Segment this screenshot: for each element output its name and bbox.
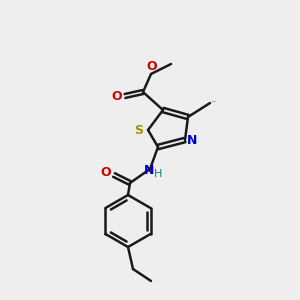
- Text: S: S: [134, 124, 143, 137]
- Text: N: N: [187, 134, 197, 146]
- Text: O: O: [147, 61, 157, 74]
- Text: H: H: [154, 169, 162, 179]
- Text: O: O: [112, 91, 122, 103]
- Text: O: O: [101, 166, 111, 178]
- Text: N: N: [144, 164, 154, 176]
- Text: methyl: methyl: [212, 101, 217, 102]
